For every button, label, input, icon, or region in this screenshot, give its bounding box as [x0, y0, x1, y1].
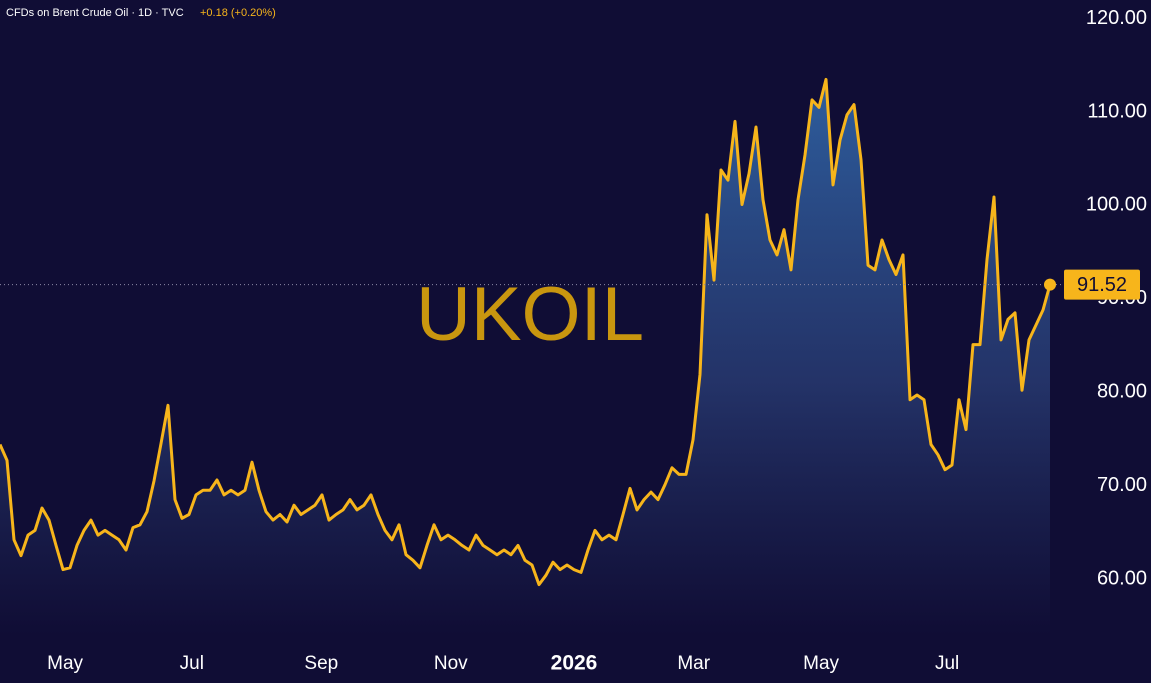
- y-tick-label: 110.00: [1087, 100, 1147, 122]
- price-change: +0.18 (+0.20%): [200, 7, 276, 19]
- chart-title: CFDs on Brent Crude Oil · 1D · TVC: [6, 7, 184, 19]
- x-tick-label: Jul: [935, 653, 959, 674]
- y-tick-label: 80.00: [1097, 380, 1147, 402]
- x-tick-label: Sep: [304, 653, 338, 674]
- plot-area: [0, 77, 1064, 635]
- watermark: UKOIL: [416, 272, 644, 357]
- y-tick-label: 70.00: [1097, 474, 1147, 496]
- y-tick-label: 120.00: [1086, 7, 1147, 29]
- price-tag: [1064, 269, 1140, 300]
- price-line: [0, 77, 1052, 587]
- x-tick-label: Mar: [677, 653, 710, 674]
- last-price-dot: [1044, 278, 1056, 291]
- x-tick-label: 2026: [551, 652, 598, 675]
- x-tick-label: Nov: [434, 653, 468, 674]
- y-tick-label: 60.00: [1097, 567, 1147, 589]
- area: [0, 79, 1050, 635]
- x-tick-label: May: [803, 653, 839, 674]
- x-tick-label: May: [47, 653, 83, 674]
- x-tick-label: Jul: [180, 653, 204, 674]
- price-tag-label: 91.52: [1077, 274, 1127, 296]
- y-tick-label: 100.00: [1086, 194, 1147, 216]
